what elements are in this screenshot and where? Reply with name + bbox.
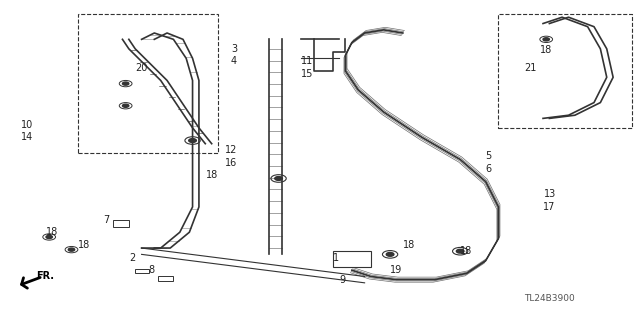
Circle shape <box>122 82 129 85</box>
Text: 6: 6 <box>486 164 492 174</box>
Text: 1: 1 <box>333 253 339 263</box>
Bar <box>157 276 173 281</box>
Text: 15: 15 <box>301 69 314 79</box>
Text: 18: 18 <box>403 240 415 250</box>
Text: 5: 5 <box>486 151 492 161</box>
Text: 13: 13 <box>543 189 556 199</box>
Text: 19: 19 <box>390 265 403 275</box>
Bar <box>333 251 371 267</box>
Bar <box>135 269 149 273</box>
Text: 9: 9 <box>339 275 345 285</box>
Circle shape <box>275 177 282 180</box>
Text: TL24B3900: TL24B3900 <box>524 294 575 303</box>
Circle shape <box>387 252 394 256</box>
Text: 18: 18 <box>78 240 90 250</box>
Circle shape <box>543 38 549 41</box>
Text: 3: 3 <box>231 44 237 54</box>
Text: 7: 7 <box>104 215 109 225</box>
Text: FR.: FR. <box>36 271 54 281</box>
Text: 12: 12 <box>225 145 237 155</box>
Circle shape <box>46 235 52 239</box>
Text: 14: 14 <box>21 132 33 142</box>
Text: 18: 18 <box>540 45 552 56</box>
Text: 17: 17 <box>543 202 556 212</box>
Circle shape <box>122 104 129 107</box>
Text: 16: 16 <box>225 158 237 168</box>
Text: 8: 8 <box>148 265 154 275</box>
Text: 18: 18 <box>460 246 472 256</box>
Text: 11: 11 <box>301 56 314 66</box>
Text: 18: 18 <box>46 227 58 237</box>
Bar <box>78 14 218 153</box>
Text: 18: 18 <box>206 170 218 180</box>
Text: 2: 2 <box>129 253 135 263</box>
Text: 20: 20 <box>135 63 148 73</box>
Circle shape <box>189 139 196 142</box>
Circle shape <box>68 248 75 251</box>
Bar <box>499 14 632 128</box>
Text: 21: 21 <box>524 63 537 73</box>
Circle shape <box>456 249 464 253</box>
Bar <box>113 219 129 227</box>
Text: 4: 4 <box>231 56 237 66</box>
Text: 10: 10 <box>21 120 33 130</box>
